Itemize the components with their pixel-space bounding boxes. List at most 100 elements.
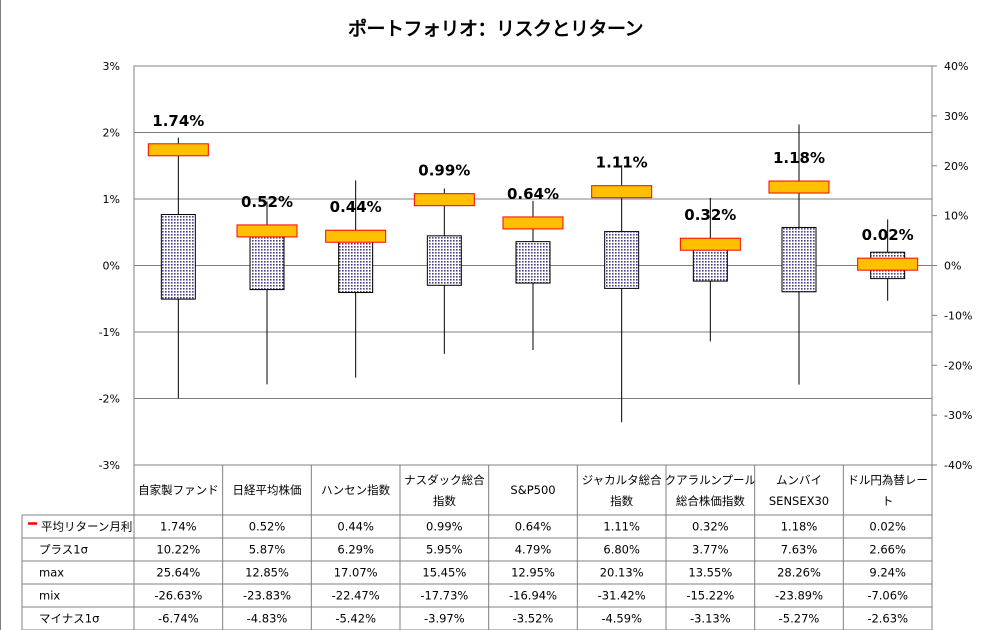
mean-marker [147, 143, 209, 157]
mean-data-label: 0.02% [862, 226, 914, 244]
mean-data-label: 0.99% [418, 162, 470, 180]
left-axis-tick: 2% [103, 127, 120, 140]
table-cell: 0.02% [869, 520, 906, 534]
mean-data-label: 1.18% [773, 149, 825, 167]
sigma-box [515, 241, 551, 284]
table-cell: 0.99% [426, 520, 463, 534]
table-cell: -3.13% [690, 612, 731, 626]
table-cell: -5.42% [335, 612, 376, 626]
mean-data-label: 0.44% [330, 198, 382, 216]
right-axis-tick: -10% [944, 309, 972, 322]
table-cell: 12.95% [511, 566, 555, 580]
table-cell: 12.85% [245, 566, 289, 580]
mean-data-label: 0.52% [241, 193, 293, 211]
table-cell: -4.83% [247, 612, 288, 626]
table-cell: -6.74% [158, 612, 199, 626]
sigma-box [781, 226, 817, 293]
left-axis-tick: -2% [99, 393, 120, 406]
category-label: ト [882, 494, 894, 508]
table-cell: 1.18% [781, 520, 818, 534]
table-cell: 17.07% [334, 566, 378, 580]
left-axis-tick: 0% [103, 260, 120, 273]
mean-data-label: 1.74% [152, 112, 204, 130]
right-axis-tick: 40% [944, 60, 968, 73]
mean-marker [502, 216, 564, 230]
sigma-box [160, 214, 196, 300]
table-cell: 25.64% [156, 566, 200, 580]
table-cell: -7.06% [867, 589, 908, 603]
category-label: 日経平均株価 [233, 483, 302, 497]
mean-marker [591, 185, 653, 199]
table-cell: -2.63% [867, 612, 908, 626]
right-axis-tick: 20% [944, 160, 968, 173]
table-cell: 13.55% [688, 566, 732, 580]
right-axis-tick: 0% [944, 260, 961, 273]
table-cell: -3.52% [513, 612, 554, 626]
table-cell: 0.52% [249, 520, 286, 534]
category-label: ジャカルタ総合 [582, 473, 662, 487]
chart-title: ポートフォリオ：リスクとリターン [347, 18, 644, 40]
table-cell: 6.80% [603, 543, 640, 557]
table-cell: 15.45% [422, 566, 466, 580]
table-cell: -31.42% [598, 589, 646, 603]
table-cell: 6.29% [337, 543, 374, 557]
category-label: SENSEX30 [769, 494, 829, 508]
table-row-label: 平均リターン月利 [41, 520, 132, 534]
table-cell: 1.74% [160, 520, 197, 534]
category-label: 総合株価指数 [676, 494, 745, 508]
sigma-box [426, 235, 462, 286]
category-label: 自家製ファンド [138, 483, 219, 497]
table-row-label: mix [39, 589, 60, 603]
mean-marker [679, 237, 741, 251]
table-cell: 0.44% [337, 520, 374, 534]
table-cell: -23.83% [243, 589, 291, 603]
sigma-box [692, 246, 728, 282]
mean-data-label: 1.11% [596, 154, 648, 172]
category-label: 指数 [433, 494, 456, 508]
mean-marker [413, 193, 475, 207]
right-axis-tick: 10% [944, 210, 968, 223]
mean-marker [325, 229, 387, 243]
mean-marker [236, 224, 298, 238]
table-cell: 4.79% [515, 543, 552, 557]
right-axis-tick: 30% [944, 110, 968, 123]
left-axis-tick: -1% [99, 326, 120, 339]
table-cell: 1.11% [603, 520, 640, 534]
mean-data-label: 0.32% [684, 206, 736, 224]
table-cell: -15.22% [686, 589, 734, 603]
mean-marker [857, 257, 919, 271]
table-cell: -5.27% [779, 612, 820, 626]
table-cell: -22.47% [332, 589, 380, 603]
right-axis-tick: -30% [944, 409, 972, 422]
table-cell: 5.95% [426, 543, 463, 557]
left-axis-tick: 3% [103, 60, 120, 73]
table-cell: -4.59% [601, 612, 642, 626]
right-axis-tick: -40% [944, 459, 972, 472]
table-cell: 0.64% [515, 520, 552, 534]
table-cell: 2.66% [869, 543, 906, 557]
category-label: S&P500 [510, 483, 555, 497]
mean-marker [768, 180, 830, 194]
left-axis-tick: -3% [99, 459, 120, 472]
category-label: クアラルンプール [665, 473, 756, 487]
right-axis-tick: -20% [944, 359, 972, 372]
category-label: ハンセン指数 [321, 483, 390, 497]
category-label: ムンバイ [776, 473, 822, 487]
table-cell: -17.73% [420, 589, 468, 603]
table-cell: 7.63% [781, 543, 818, 557]
category-label: ドル円為替レー [847, 473, 928, 487]
table-row-label: マイナス1σ [39, 612, 99, 626]
table-cell: -26.63% [154, 589, 202, 603]
table-cell: 9.24% [869, 566, 906, 580]
table-row-label: max [39, 566, 64, 580]
sigma-box [338, 233, 374, 294]
table-cell: 28.26% [777, 566, 821, 580]
table-cell: 5.87% [249, 543, 286, 557]
category-label: ナスダック総合 [404, 473, 485, 487]
table-cell: 3.77% [692, 543, 729, 557]
table-cell: 10.22% [156, 543, 200, 557]
sigma-box [249, 235, 285, 291]
left-axis-tick: 1% [103, 193, 120, 206]
table-cell: -16.94% [509, 589, 557, 603]
